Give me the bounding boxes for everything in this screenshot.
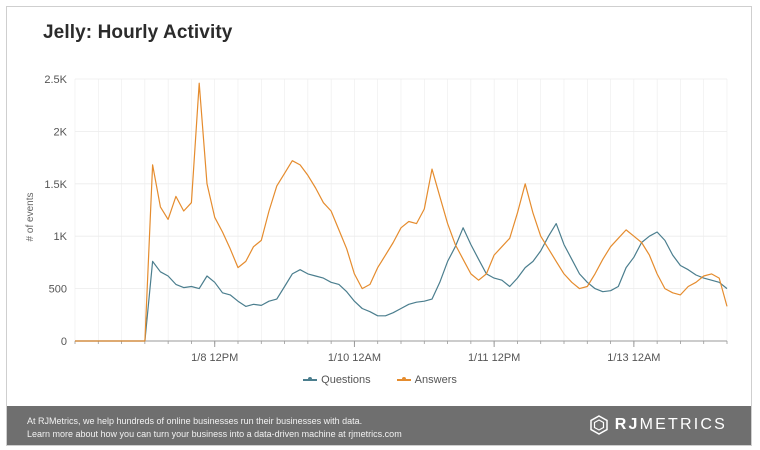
x-tick-label: 1/11 12PM bbox=[468, 352, 520, 364]
x-tick-label: 1/10 12AM bbox=[328, 352, 381, 364]
chart-legend: Questions Answers bbox=[7, 374, 753, 386]
series-line-questions[interactable] bbox=[75, 223, 728, 342]
footer-text-line-1: At RJMetrics, we help hundreds of online… bbox=[27, 416, 363, 426]
series-lines bbox=[75, 82, 728, 342]
legend-label-answers: Answers bbox=[414, 374, 457, 386]
y-axis: 0 500 1K 1.5K 2K 2.5K bbox=[44, 74, 67, 348]
legend-swatch-questions bbox=[303, 377, 318, 381]
y-tick-label: 2.5K bbox=[44, 74, 67, 86]
footer-bar: At RJMetrics, we help hundreds of online… bbox=[7, 406, 751, 445]
grid-lines bbox=[74, 78, 728, 342]
line-chart: 0 500 1K 1.5K 2K 2.5K 1/8 12PM 1/10 12AM 1/11 1… bbox=[25, 74, 728, 364]
y-axis-label: # of events bbox=[25, 193, 36, 242]
rjmetrics-hexagon-logo-icon bbox=[589, 415, 608, 435]
brand-wordmark: RJMETRICS bbox=[614, 416, 727, 433]
y-tick-label: 1.5K bbox=[44, 179, 67, 191]
y-tick-label: 0 bbox=[61, 336, 67, 348]
legend-item-answers[interactable]: Answers bbox=[396, 374, 457, 386]
chart-card: Jelly: Hourly Activity 0 500 1K 1.5K 2K 2.5K … bbox=[6, 6, 752, 446]
x-tick-label: 1/8 12PM bbox=[191, 352, 238, 364]
x-axis: 1/8 12PM 1/10 12AM 1/11 12PM 1/13 12AM bbox=[74, 340, 728, 364]
legend-swatch-answers bbox=[396, 377, 411, 381]
series-line-answers[interactable] bbox=[75, 82, 728, 342]
x-tick-label: 1/13 12AM bbox=[607, 352, 660, 364]
footer-text-line-2[interactable]: Learn more about how you can turn your b… bbox=[27, 429, 402, 439]
legend-item-questions[interactable]: Questions bbox=[303, 374, 371, 386]
chart-title: Jelly: Hourly Activity bbox=[43, 22, 233, 43]
y-tick-label: 500 bbox=[49, 284, 67, 296]
rjmetrics-brand[interactable]: RJMETRICS bbox=[589, 415, 727, 435]
y-tick-label: 2K bbox=[54, 126, 68, 138]
y-tick-label: 1K bbox=[54, 231, 68, 243]
legend-label-questions: Questions bbox=[321, 374, 371, 386]
